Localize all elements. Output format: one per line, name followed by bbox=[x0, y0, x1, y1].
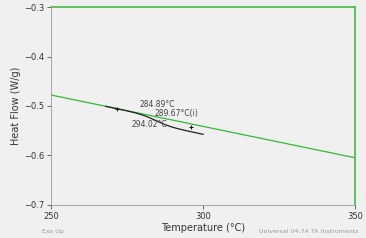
Y-axis label: Heat Flow (W/g): Heat Flow (W/g) bbox=[11, 67, 21, 145]
X-axis label: Temperature (°C): Temperature (°C) bbox=[161, 223, 245, 233]
Text: Universal V4.7A TA Instruments: Universal V4.7A TA Instruments bbox=[259, 229, 359, 234]
Text: Exo Up: Exo Up bbox=[42, 229, 64, 234]
Text: 284.89°C: 284.89°C bbox=[139, 100, 175, 109]
Text: 289.67°C(i): 289.67°C(i) bbox=[154, 109, 198, 118]
Text: 294.02°C: 294.02°C bbox=[132, 120, 167, 129]
